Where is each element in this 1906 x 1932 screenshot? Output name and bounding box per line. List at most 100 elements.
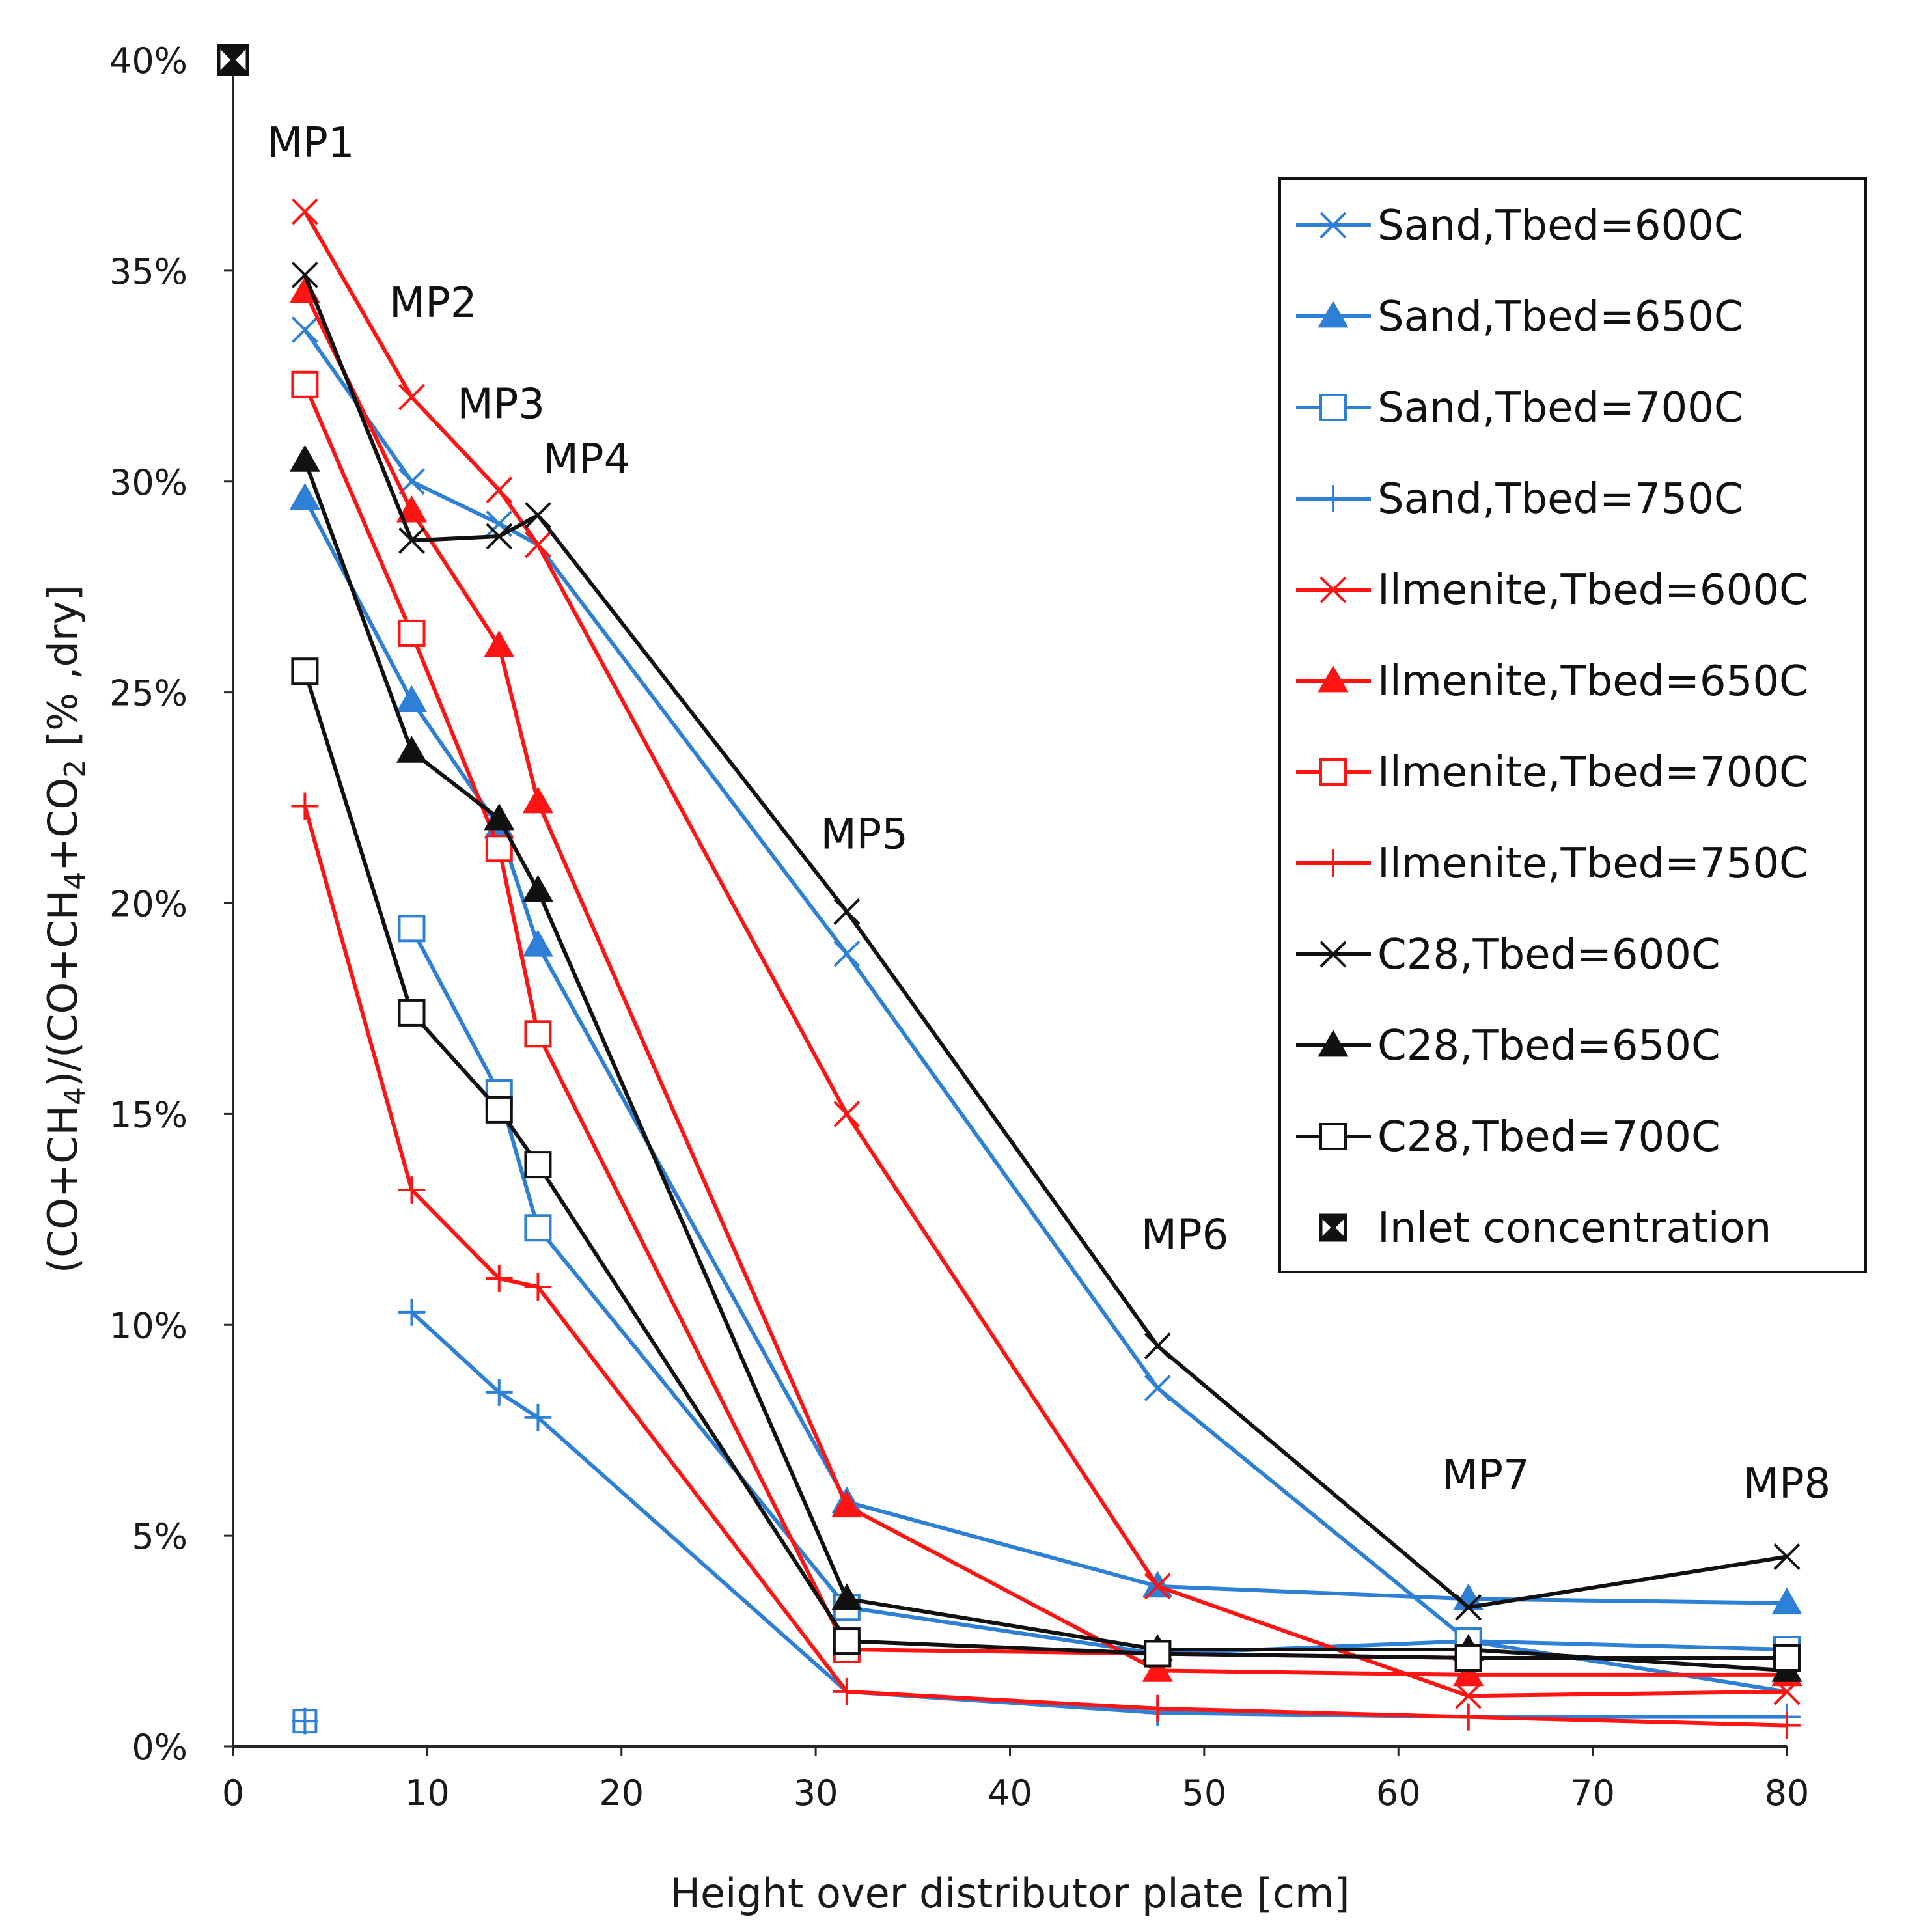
point-ilmenite-tbed-650c-2 — [484, 630, 515, 657]
y-tick-label-20: 20% — [109, 884, 187, 925]
legend-marker-ilmenite-tbed-650c — [1318, 665, 1349, 693]
point-c28-tbed-650c-4 — [831, 1583, 863, 1610]
point-c28-tbed-700c-4 — [833, 1627, 861, 1655]
point-ilmenite-tbed-650c-5 — [1142, 1655, 1173, 1682]
point-ilmenite-tbed-650c-4 — [831, 1490, 863, 1518]
y-tick-label-5: 5% — [131, 1516, 187, 1557]
point-ilmenite-tbed-750c-3 — [524, 1273, 552, 1301]
legend-label-sand-tbed-700c: Sand,Tbed=700C — [1377, 384, 1743, 432]
point-ilmenite-tbed-750c-7 — [1773, 1711, 1801, 1739]
legend-label-sand-tbed-650c: Sand,Tbed=650C — [1377, 293, 1743, 341]
y-axis-title-part-3: 4 — [59, 872, 92, 890]
series-layer — [289, 198, 1802, 1739]
legend-marker-sand-tbed-650c — [1318, 301, 1349, 328]
point-c28-tbed-600c-5 — [1144, 1332, 1171, 1360]
legend-entry-sand-tbed-600c: Sand,Tbed=600C — [1296, 202, 1743, 250]
annotation-mp7: MP7 — [1442, 1452, 1530, 1500]
legend-label-c28-tbed-600c: C28,Tbed=600C — [1377, 931, 1720, 979]
legend-entry-sand-tbed-750c: Sand,Tbed=750C — [1296, 475, 1743, 523]
annotation-mp6: MP6 — [1141, 1211, 1229, 1260]
point-c28-tbed-600c-6 — [1455, 1594, 1482, 1621]
legend-entry-sand-tbed-650c: Sand,Tbed=650C — [1296, 293, 1743, 341]
y-axis-title: (CO+CH4)/(CO+CH4+CO2 [% ,dry] — [39, 585, 92, 1273]
legend-entry-c28-tbed-600c: C28,Tbed=600C — [1296, 931, 1720, 979]
point-c28-tbed-700c-1 — [398, 999, 426, 1027]
legend-marker-sand-tbed-700c — [1319, 394, 1347, 421]
point-c28-tbed-600c-0 — [291, 261, 318, 288]
legend-entry-c28-tbed-650c: C28,Tbed=650C — [1296, 1022, 1720, 1070]
point-ilmenite-tbed-600c-2 — [486, 476, 513, 504]
point-sand-tbed-750c-1 — [485, 1378, 513, 1406]
annotation-mp4: MP4 — [543, 435, 631, 484]
legend-label-sand-tbed-600c: Sand,Tbed=600C — [1377, 202, 1743, 250]
y-tick-label-25: 25% — [109, 673, 187, 714]
point-sand-tbed-750c-2 — [524, 1403, 552, 1431]
point-c28-tbed-650c-2 — [484, 803, 515, 831]
point-c28-tbed-700c-0 — [291, 657, 319, 685]
point-ilmenite-tbed-750c-6 — [1454, 1703, 1482, 1731]
series-line-ilmenite-tbed-650c — [303, 290, 1787, 1677]
point-c28-tbed-650c-0 — [289, 445, 320, 472]
legend-marker-ilmenite-tbed-700c — [1319, 758, 1347, 786]
point-c28-tbed-600c-3 — [525, 502, 551, 529]
point-c28-tbed-650c-1 — [396, 736, 428, 763]
point-c28-tbed-700c-7 — [1773, 1644, 1801, 1672]
series-line-ilmenite-tbed-600c — [303, 210, 1788, 1698]
series-c28-tbed-600c — [291, 261, 1801, 1621]
series-line-c28-tbed-600c — [303, 274, 1788, 1610]
point-ilmenite-tbed-600c-5 — [1144, 1573, 1171, 1600]
point-ilmenite-tbed-600c-4 — [833, 1100, 861, 1127]
point-sand-tbed-650c-0 — [289, 482, 320, 510]
point-ilmenite-tbed-600c-0 — [291, 198, 318, 225]
point-sand-tbed-700c-0 — [398, 915, 426, 943]
point-ilmenite-tbed-750c-2 — [485, 1265, 513, 1292]
legend-marker-inlet-concentration — [1319, 1213, 1347, 1242]
y-axis-title-part-4: +CO — [39, 778, 87, 872]
point-ilmenite-tbed-700c-1 — [398, 619, 426, 647]
series-ilmenite-tbed-750c — [291, 792, 1801, 1739]
point-ilmenite-tbed-600c-6 — [1455, 1682, 1482, 1709]
point-ilmenite-tbed-700c-0 — [291, 370, 319, 398]
point-ilmenite-tbed-650c-1 — [396, 495, 428, 523]
y-axis-title-part-2: )/(CO+CH — [39, 890, 87, 1087]
standalone-point-1 — [291, 1707, 318, 1735]
legend-marker-sand-tbed-750c — [1319, 485, 1347, 512]
x-tick-label-70: 70 — [1570, 1773, 1615, 1814]
series-line-ilmenite-tbed-750c — [303, 805, 1788, 1728]
point-sand-tbed-650c-3 — [522, 930, 554, 957]
point-c28-tbed-600c-7 — [1773, 1543, 1801, 1570]
series-line-sand-tbed-600c — [303, 328, 1788, 1694]
legend-entry-inlet-concentration: Inlet concentration — [1319, 1204, 1771, 1252]
point-sand-tbed-600c-5 — [1144, 1374, 1171, 1401]
legend-marker-c28-tbed-600c — [1319, 941, 1347, 968]
x-tick-label-0: 0 — [222, 1773, 244, 1814]
point-ilmenite-tbed-600c-1 — [398, 383, 425, 411]
series-line-sand-tbed-650c — [303, 497, 1788, 1605]
x-tick-label-30: 30 — [794, 1773, 838, 1814]
point-sand-tbed-750c-0 — [398, 1298, 426, 1326]
point-ilmenite-tbed-750c-1 — [398, 1176, 426, 1204]
point-ilmenite-tbed-650c-3 — [522, 786, 554, 814]
legend-entry-ilmenite-tbed-650c: Ilmenite,Tbed=650C — [1296, 657, 1808, 706]
legend-label-ilmenite-tbed-650c: Ilmenite,Tbed=650C — [1377, 657, 1808, 706]
point-ilmenite-tbed-650c-6 — [1453, 1659, 1484, 1687]
point-c28-tbed-600c-1 — [398, 527, 425, 554]
legend-entry-sand-tbed-700c: Sand,Tbed=700C — [1296, 384, 1743, 432]
point-sand-tbed-650c-1 — [396, 685, 428, 712]
point-ilmenite-tbed-700c-2 — [485, 835, 513, 862]
legend-marker-ilmenite-tbed-600c — [1319, 576, 1347, 603]
legend-entry-ilmenite-tbed-700c: Ilmenite,Tbed=700C — [1296, 749, 1808, 797]
x-tick-label-10: 10 — [405, 1773, 450, 1814]
point-ilmenite-tbed-750c-4 — [833, 1677, 861, 1705]
y-tick-label-0: 0% — [131, 1727, 187, 1768]
legend-box — [1278, 177, 1867, 1273]
points-layer — [217, 44, 318, 1735]
point-ilmenite-tbed-700c-3 — [524, 1020, 552, 1048]
series-line-c28-tbed-700c — [303, 670, 1787, 1660]
point-c28-tbed-700c-3 — [524, 1151, 552, 1179]
x-tick-label-40: 40 — [988, 1773, 1032, 1814]
y-axis-title-part-0: (CO+CH — [39, 1105, 87, 1273]
point-ilmenite-tbed-750c-0 — [291, 792, 319, 820]
